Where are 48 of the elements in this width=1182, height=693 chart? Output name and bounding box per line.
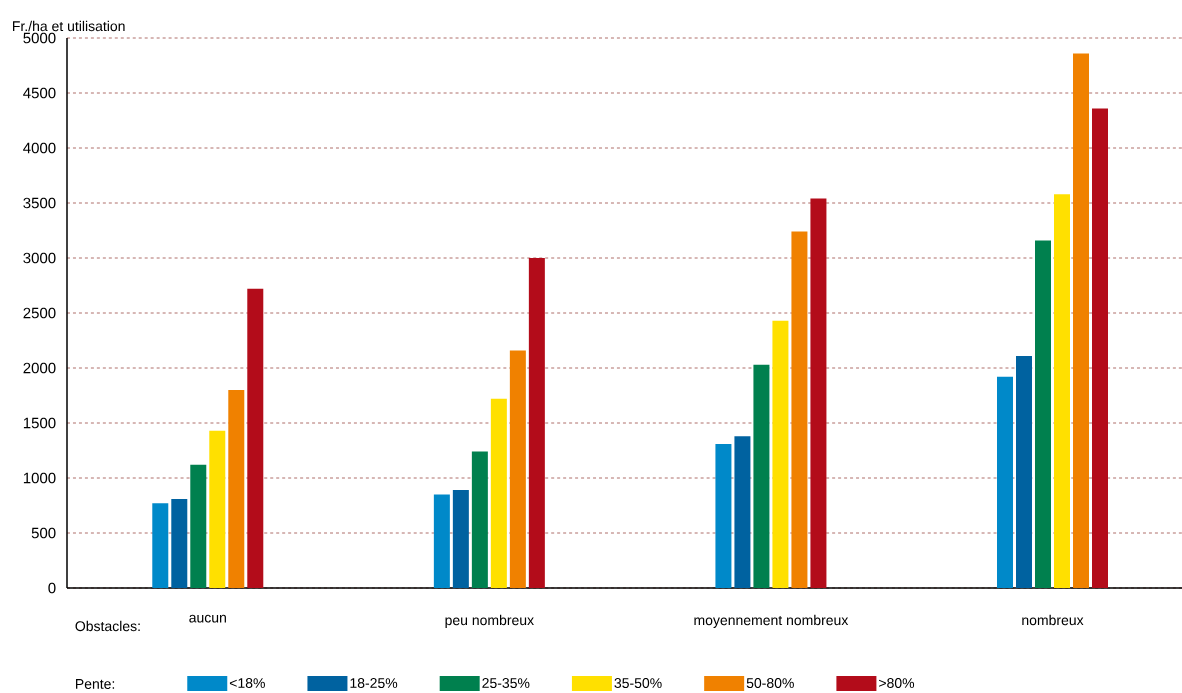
legend-label: 25-35% xyxy=(482,678,530,689)
legend-label: <18% xyxy=(229,678,265,689)
bar xyxy=(810,198,827,588)
bar xyxy=(528,258,545,588)
bar xyxy=(490,398,507,588)
y-tick-label: 3000 xyxy=(23,252,56,264)
bar xyxy=(791,231,808,588)
bar xyxy=(734,436,751,588)
legend-label: 35-50% xyxy=(614,678,662,689)
bar xyxy=(171,498,188,588)
legend-label: 18-25% xyxy=(350,678,398,689)
bar xyxy=(715,443,732,588)
bar xyxy=(772,320,789,588)
bar xyxy=(1016,355,1032,588)
y-tick-label: 2000 xyxy=(23,362,56,374)
x-tick-label: nombreux xyxy=(1022,614,1084,626)
y-tick-label: 0 xyxy=(48,582,56,594)
y-tick-label: 2500 xyxy=(23,307,56,319)
bar xyxy=(228,390,245,588)
bar xyxy=(471,451,488,588)
bar xyxy=(1092,108,1108,588)
bar xyxy=(152,503,169,588)
x-axis-title: Obstacles: xyxy=(75,620,140,632)
y-tick-label: 500 xyxy=(31,527,56,539)
y-tick-label: 4000 xyxy=(23,142,56,154)
bar xyxy=(433,494,450,588)
y-tick-label: 5000 xyxy=(23,32,56,44)
x-tick-label: aucun xyxy=(189,614,226,623)
bar xyxy=(753,364,770,588)
bar xyxy=(1073,53,1089,588)
x-tick-label: moyennement nombreux xyxy=(694,614,849,628)
y-tick-label: 1000 xyxy=(23,472,56,484)
bar xyxy=(1035,240,1051,588)
y-tick-label: 1500 xyxy=(23,417,56,429)
legend-label: 50-80% xyxy=(746,678,794,689)
y-axis-title: Fr./ha et utilisation xyxy=(13,20,125,32)
bar xyxy=(997,376,1013,588)
bar xyxy=(509,350,526,588)
y-tick-label: 4500 xyxy=(23,87,56,99)
legend-label: >80% xyxy=(879,678,915,689)
bar xyxy=(1054,194,1070,588)
y-tick-label: 3500 xyxy=(23,197,56,209)
x-tick-label: peu nombreux xyxy=(445,614,534,628)
bar xyxy=(247,288,264,588)
legend-title: Pente: xyxy=(76,679,115,689)
bar xyxy=(190,464,207,588)
bar xyxy=(209,430,226,588)
bar xyxy=(452,490,469,588)
